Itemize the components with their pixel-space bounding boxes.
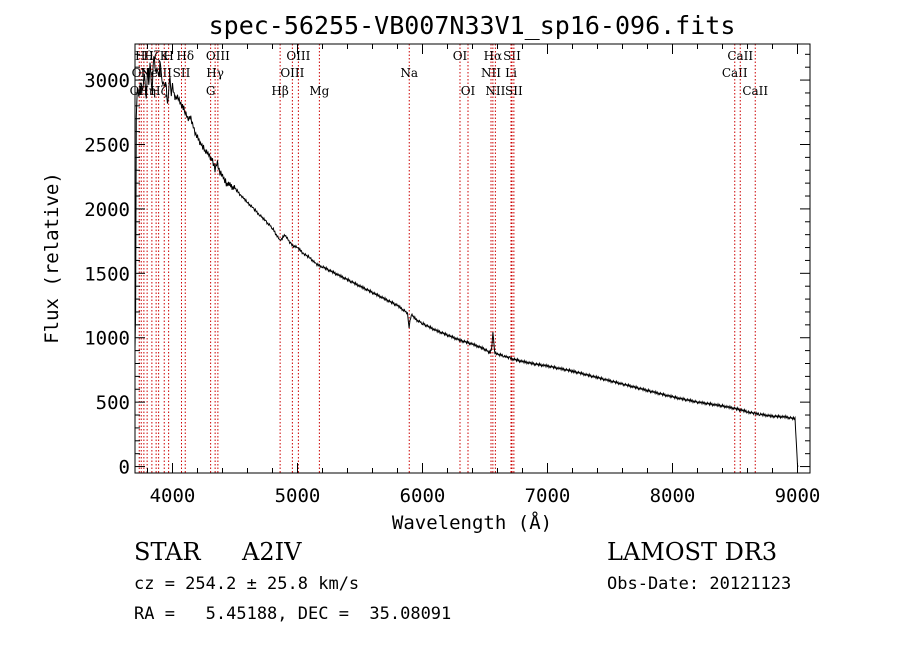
line-label: G bbox=[206, 84, 216, 98]
line-label: SII bbox=[173, 66, 191, 80]
chart-title: spec-56255-VB007N33V1_sp16-096.fits bbox=[209, 11, 736, 40]
line-label: CaII bbox=[742, 84, 768, 98]
line-label: H bbox=[163, 49, 173, 63]
object-subclass: A2IV bbox=[242, 538, 302, 566]
x-tick-label: 9000 bbox=[775, 485, 821, 507]
line-label: OI bbox=[453, 49, 468, 63]
observation-date: Obs-Date: 20121123 bbox=[607, 574, 792, 594]
x-tick-label: 4000 bbox=[150, 485, 196, 507]
coordinates: RA = 5.45188, DEC = 35.08091 bbox=[134, 604, 452, 624]
x-tick-label: 7000 bbox=[525, 485, 571, 507]
line-label: OIII bbox=[280, 66, 304, 80]
series-layer bbox=[134, 56, 799, 467]
survey-name: LAMOST DR3 bbox=[607, 538, 778, 566]
line-label: OII bbox=[132, 66, 152, 80]
object-class: STAR bbox=[134, 538, 201, 566]
y-tick-label: 1000 bbox=[84, 328, 130, 350]
line-label: Hθ bbox=[135, 49, 153, 63]
line-label: CaII bbox=[727, 49, 753, 63]
line-label: OIII bbox=[206, 49, 230, 63]
line-label: SII bbox=[505, 84, 523, 98]
y-tick-label: 2500 bbox=[84, 134, 130, 156]
x-axis-label: Wavelength (Å) bbox=[392, 511, 552, 534]
plot-frame bbox=[134, 43, 811, 474]
line-label: SII bbox=[503, 49, 521, 63]
emission-line-markers: OIIOIIHθHηHζNeIIIHζKHSIIHδGHγOIIIHβOIIIO… bbox=[130, 44, 768, 473]
line-label: OIII bbox=[286, 49, 310, 63]
y-axis-label: Flux (relative) bbox=[41, 172, 63, 344]
y-tick-label: 1500 bbox=[84, 263, 130, 285]
line-label: Na bbox=[400, 66, 418, 80]
line-label: Hδ bbox=[176, 49, 194, 63]
line-label: Li bbox=[505, 66, 517, 80]
line-label: OI bbox=[461, 84, 476, 98]
line-label: Hβ bbox=[271, 84, 288, 98]
line-label: Hζ bbox=[150, 84, 167, 98]
redshift-cz: cz = 254.2 ± 25.8 km/s bbox=[134, 574, 360, 594]
line-label: K bbox=[160, 49, 170, 63]
line-label: NII bbox=[481, 66, 501, 80]
x-tick-label: 6000 bbox=[400, 485, 446, 507]
line-label: NII bbox=[485, 84, 505, 98]
x-tick-label: 5000 bbox=[275, 485, 321, 507]
line-label: Hγ bbox=[206, 66, 224, 80]
line-label: CaII bbox=[722, 66, 748, 80]
y-tick-label: 2000 bbox=[84, 199, 130, 221]
line-label: Hα bbox=[484, 49, 503, 63]
y-tick-label: 500 bbox=[96, 392, 130, 414]
axis-ticks: 4000 5000 6000 7000 8000 9000 0 500 1000 1500 2000… bbox=[84, 44, 820, 507]
series-line bbox=[134, 56, 799, 467]
y-tick-label: 3000 bbox=[84, 70, 130, 92]
y-tick-label: 0 bbox=[119, 457, 130, 479]
x-tick-label: 8000 bbox=[650, 485, 696, 507]
line-label: Mg bbox=[309, 84, 329, 98]
